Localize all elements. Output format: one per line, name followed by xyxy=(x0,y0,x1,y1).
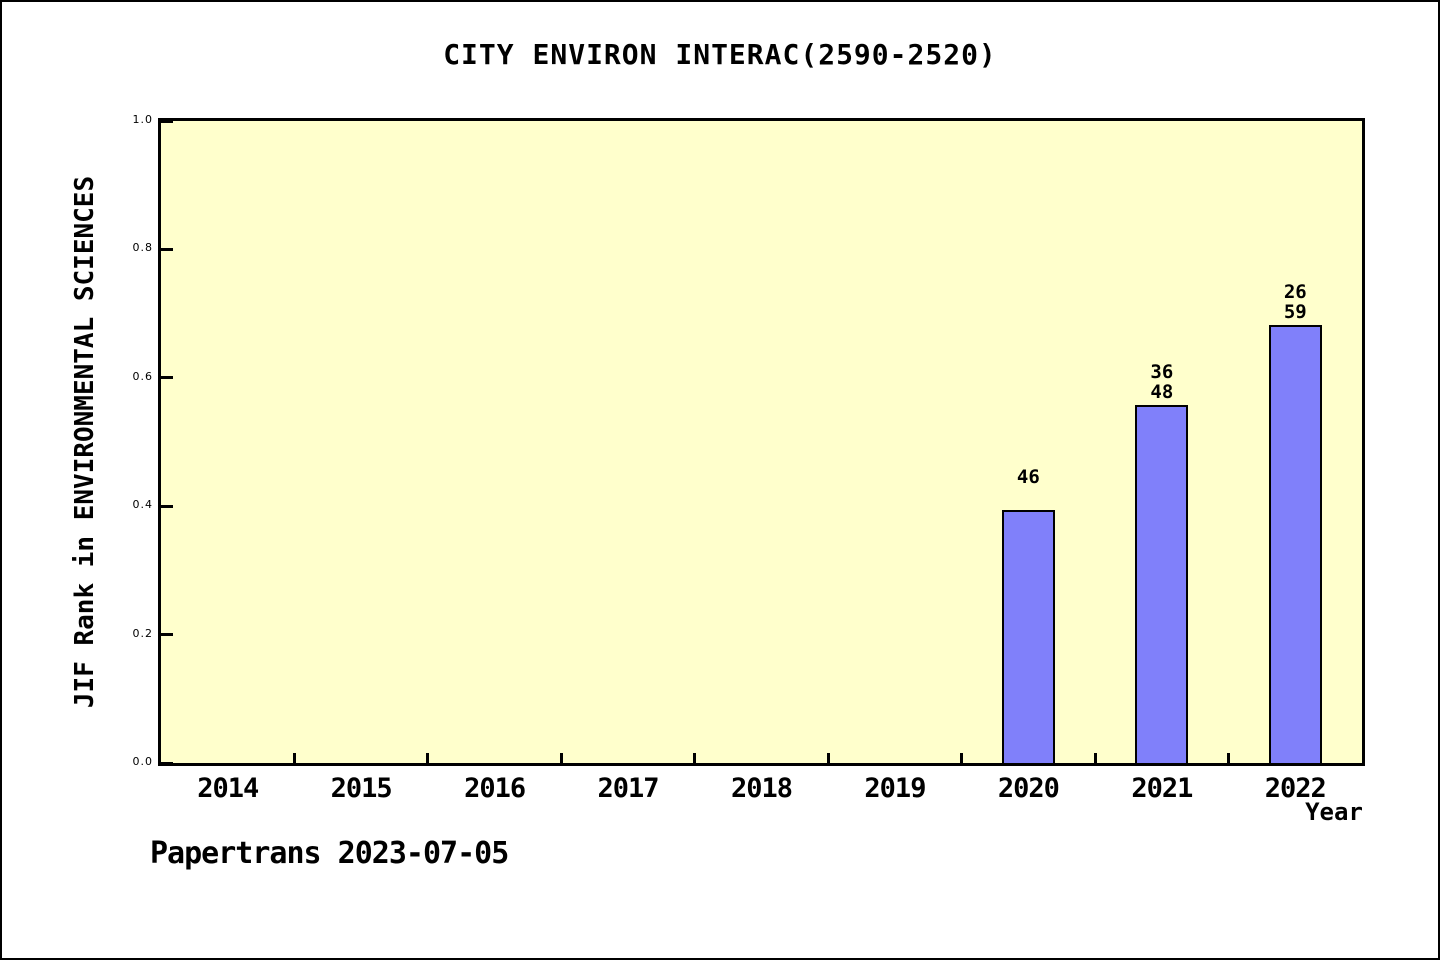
bar-value-line: 59 xyxy=(1283,301,1307,323)
y-tick-mark xyxy=(161,376,173,380)
x-tick-mark xyxy=(693,753,697,763)
watermark-papertrans: Papertrans 2023-07-05 xyxy=(150,836,509,871)
x-tick-label-2020: 2020 xyxy=(997,773,1060,804)
x-tick-label-2017: 2017 xyxy=(597,773,660,804)
x-tick-label-2016: 2016 xyxy=(464,773,526,804)
x-tick-mark xyxy=(559,753,563,763)
x-tick-label-2022: 2022 xyxy=(1264,773,1327,804)
plot-area: 0.0 0.2 0.4 0.6 0.8 1.0 2014 2015 2016 2017 2018 20… xyxy=(133,113,1365,804)
x-tick-label-2014: 2014 xyxy=(197,773,259,804)
y-tick-label: 0.6 xyxy=(132,369,153,383)
bar-value-line: 36 xyxy=(1150,361,1174,383)
x-tick-mark xyxy=(960,753,964,763)
bar-value-label-2022: 26 59 xyxy=(1250,282,1340,322)
x-tick-mark xyxy=(1227,753,1231,763)
y-tick-label: 1.0 xyxy=(132,113,153,126)
x-tick-label-2015: 2015 xyxy=(330,773,393,804)
x-tick-label-2018: 2018 xyxy=(730,773,793,804)
x-axis-label: Year xyxy=(1305,798,1363,826)
y-tick-label: 0.2 xyxy=(132,626,153,640)
bar-value-line: 26 xyxy=(1283,281,1307,303)
bar-value-label-2020: 46 xyxy=(983,467,1073,507)
bar-value-line: 48 xyxy=(1150,381,1174,403)
y-tick-mark xyxy=(161,761,173,765)
y-tick-label: 0.0 xyxy=(132,755,153,768)
bar-2021 xyxy=(1135,405,1189,763)
x-tick-mark xyxy=(826,753,830,763)
bar-2022 xyxy=(1268,325,1322,763)
chart-title: CITY ENVIRON INTERAC(2590-2520) xyxy=(443,38,997,71)
x-tick-mark xyxy=(292,753,296,763)
bar-value-line: 46 xyxy=(1016,466,1040,488)
x-tick-label-2021: 2021 xyxy=(1131,773,1193,804)
bar-2020 xyxy=(1001,510,1055,763)
x-tick-mark xyxy=(1093,753,1097,763)
bar-value-label-2021: 36 48 xyxy=(1117,362,1207,402)
y-axis-label: JIF Rank in ENVIRONMENTAL SCIENCES xyxy=(70,175,100,709)
y-tick-label: 0.4 xyxy=(132,498,153,512)
x-tick-mark xyxy=(426,753,430,763)
y-tick-mark xyxy=(161,633,173,637)
x-tick-label-2019: 2019 xyxy=(864,773,926,804)
y-tick-mark xyxy=(161,504,173,508)
y-tick-label: 0.8 xyxy=(132,241,153,255)
y-tick-mark xyxy=(161,247,173,251)
y-tick-mark xyxy=(161,119,173,123)
